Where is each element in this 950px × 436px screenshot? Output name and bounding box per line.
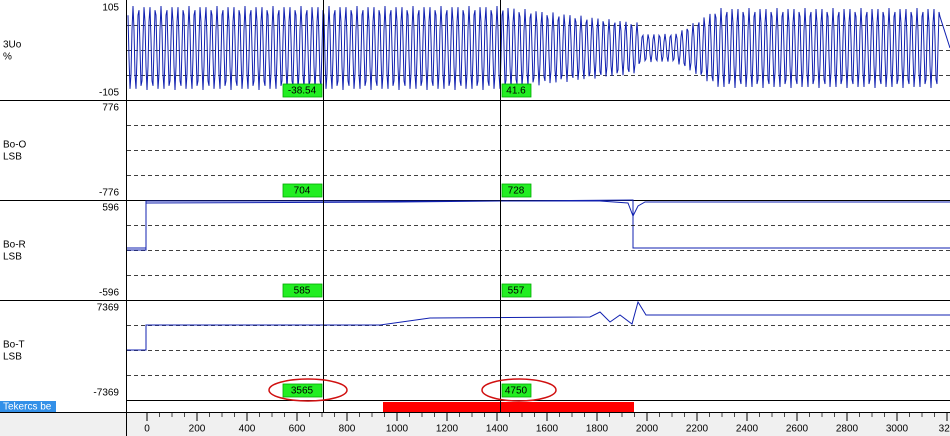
channel-name: Bo-O: [3, 140, 27, 151]
x-tick-label: 1400: [486, 424, 509, 435]
channel-unit: LSB: [3, 252, 22, 263]
channel-max: 105: [102, 3, 119, 14]
cursor-value-box: [282, 83, 323, 98]
cursor-1-value: 704: [294, 186, 311, 197]
x-tick-label: 1600: [536, 424, 559, 435]
cursor-value-box: [501, 383, 532, 398]
x-tick-label: 200: [189, 424, 206, 435]
waveform: [127, 200, 950, 251]
cursor-value-box: [501, 183, 532, 198]
x-tick-label: 1000: [386, 424, 409, 435]
highlight-ellipse: [268, 378, 348, 402]
x-tick-label: 600: [289, 424, 306, 435]
cursor-value-box: [501, 83, 532, 98]
channel-unit: LSB: [3, 352, 22, 363]
channel-min: -776: [99, 188, 119, 199]
channel-name: Bo-T: [3, 340, 25, 351]
x-tick-label: 800: [339, 424, 356, 435]
x-tick-label: 320: [939, 424, 950, 435]
channel-max: 596: [102, 203, 119, 214]
cursor-1-value: 3565: [291, 386, 314, 397]
x-tick-label: 3000: [886, 424, 909, 435]
cursor-2-value: 41.6: [506, 86, 526, 97]
highlight-ellipse: [481, 378, 557, 402]
channel-name: 3Uo: [3, 40, 22, 51]
x-tick-label: 0: [144, 424, 150, 435]
x-tick-label: 1200: [436, 424, 459, 435]
cursor-value-box: [282, 283, 323, 298]
channel-unit: LSB: [3, 152, 22, 163]
channel-min: -7369: [93, 388, 119, 399]
digital-on-bar: [383, 402, 634, 412]
waveform: [127, 5, 950, 91]
digital-label-bg: [0, 401, 56, 412]
cursor-value-box: [501, 283, 532, 298]
x-tick-label: 2400: [736, 424, 759, 435]
waveform: [127, 300, 950, 351]
channel-max: 776: [102, 103, 119, 114]
cursor-2-value: 728: [508, 186, 525, 197]
cursor-value-box: [282, 183, 323, 198]
digital-label: Tekercs be: [3, 402, 52, 413]
cursor-1-value: 585: [294, 286, 311, 297]
channel-min: -596: [99, 288, 119, 299]
cursor-1-value: -38.54: [288, 86, 317, 97]
x-tick-label: 2200: [686, 424, 709, 435]
x-tick-label: 2800: [836, 424, 859, 435]
x-tick-label: 2600: [786, 424, 809, 435]
x-tick-label: 2000: [636, 424, 659, 435]
cursor-2-value: 4750: [505, 386, 528, 397]
channel-name: Bo-R: [3, 240, 26, 251]
channel-unit: %: [3, 52, 12, 63]
cursor-value-box: [282, 383, 323, 398]
x-tick-label: 1800: [586, 424, 609, 435]
channel-max: 7369: [97, 303, 120, 314]
cursor-2-value: 557: [508, 286, 525, 297]
axis-strip: [0, 412, 950, 436]
x-tick-label: 400: [239, 424, 256, 435]
channel-min: -105: [99, 88, 119, 99]
